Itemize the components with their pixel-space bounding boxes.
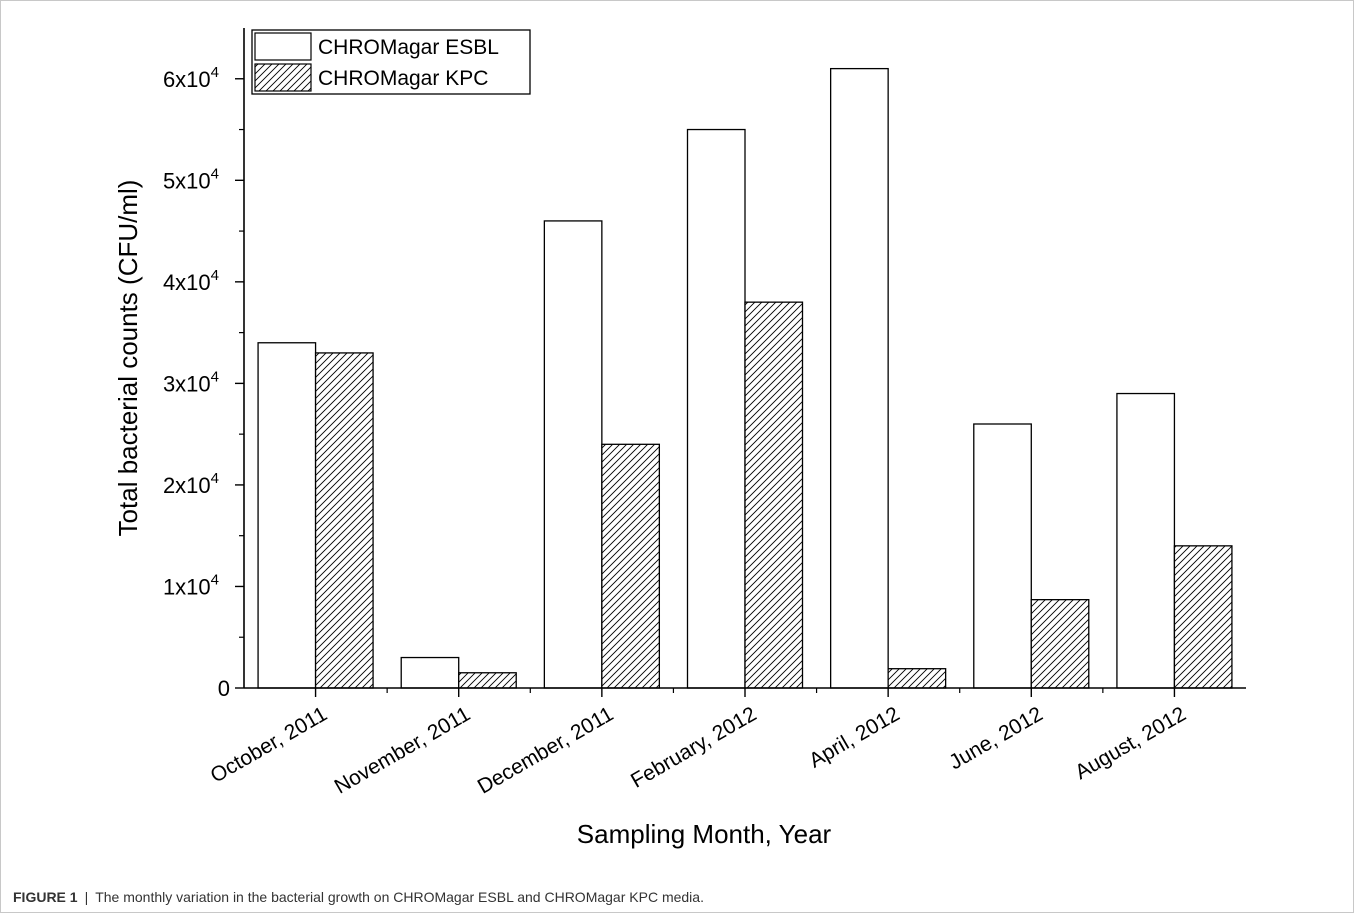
legend: CHROMagar ESBL CHROMagar KPC xyxy=(251,29,531,95)
bar-kpc-6 xyxy=(1173,545,1233,689)
y-tick-label-6: 6x104 xyxy=(163,64,219,92)
bar-kpc-0 xyxy=(314,352,374,689)
x-tick-label-2: December, 2011 xyxy=(474,702,618,798)
x-tick-label-5: June, 2012 xyxy=(945,702,1047,774)
bar-kpc-5 xyxy=(1030,599,1090,689)
bar-esbl-0 xyxy=(257,342,317,689)
y-tick-label-2: 2x104 xyxy=(163,470,219,498)
bar-kpc-1 xyxy=(458,672,517,689)
caption-label: FIGURE 1 xyxy=(13,889,78,905)
caption-text: The monthly variation in the bacterial g… xyxy=(95,889,704,905)
legend-swatch-esbl xyxy=(254,32,312,61)
bar-esbl-1 xyxy=(400,656,460,689)
legend-swatch-kpc xyxy=(254,63,312,92)
bar-kpc-3 xyxy=(744,301,804,689)
y-tick-label-4: 4x104 xyxy=(163,267,219,295)
y-tick-label-0: 0 xyxy=(218,676,230,701)
legend-label-esbl: CHROMagar ESBL xyxy=(318,36,499,59)
x-tick-label-3: February, 2012 xyxy=(627,702,760,792)
legend-label-kpc: CHROMagar KPC xyxy=(318,67,488,90)
x-axis-title: Sampling Month, Year xyxy=(577,819,832,849)
y-tick-label-3: 3x104 xyxy=(163,368,219,396)
bar-kpc-2 xyxy=(601,443,661,689)
bar-esbl-5 xyxy=(973,423,1032,689)
bar-kpc-4 xyxy=(887,668,947,689)
bar-esbl-6 xyxy=(1116,392,1176,689)
x-tick-label-4: April, 2012 xyxy=(805,702,903,772)
x-tick-label-0: October, 2011 xyxy=(207,702,331,787)
y-tick-label-5: 5x104 xyxy=(163,165,219,193)
y-axis-title: Total bacterial counts (CFU/ml) xyxy=(113,180,143,537)
caption-separator: | xyxy=(84,889,89,905)
y-tick-label-1: 1x104 xyxy=(163,571,219,599)
x-tick-label-1: November, 2011 xyxy=(331,702,475,798)
bar-esbl-2 xyxy=(543,220,603,689)
x-tick-label-6: August, 2012 xyxy=(1071,702,1190,784)
bar-esbl-4 xyxy=(829,67,889,689)
figure-caption: FIGURE 1 | The monthly variation in the ba… xyxy=(13,889,704,905)
bar-esbl-3 xyxy=(686,128,746,689)
bars-layer xyxy=(257,67,1233,689)
